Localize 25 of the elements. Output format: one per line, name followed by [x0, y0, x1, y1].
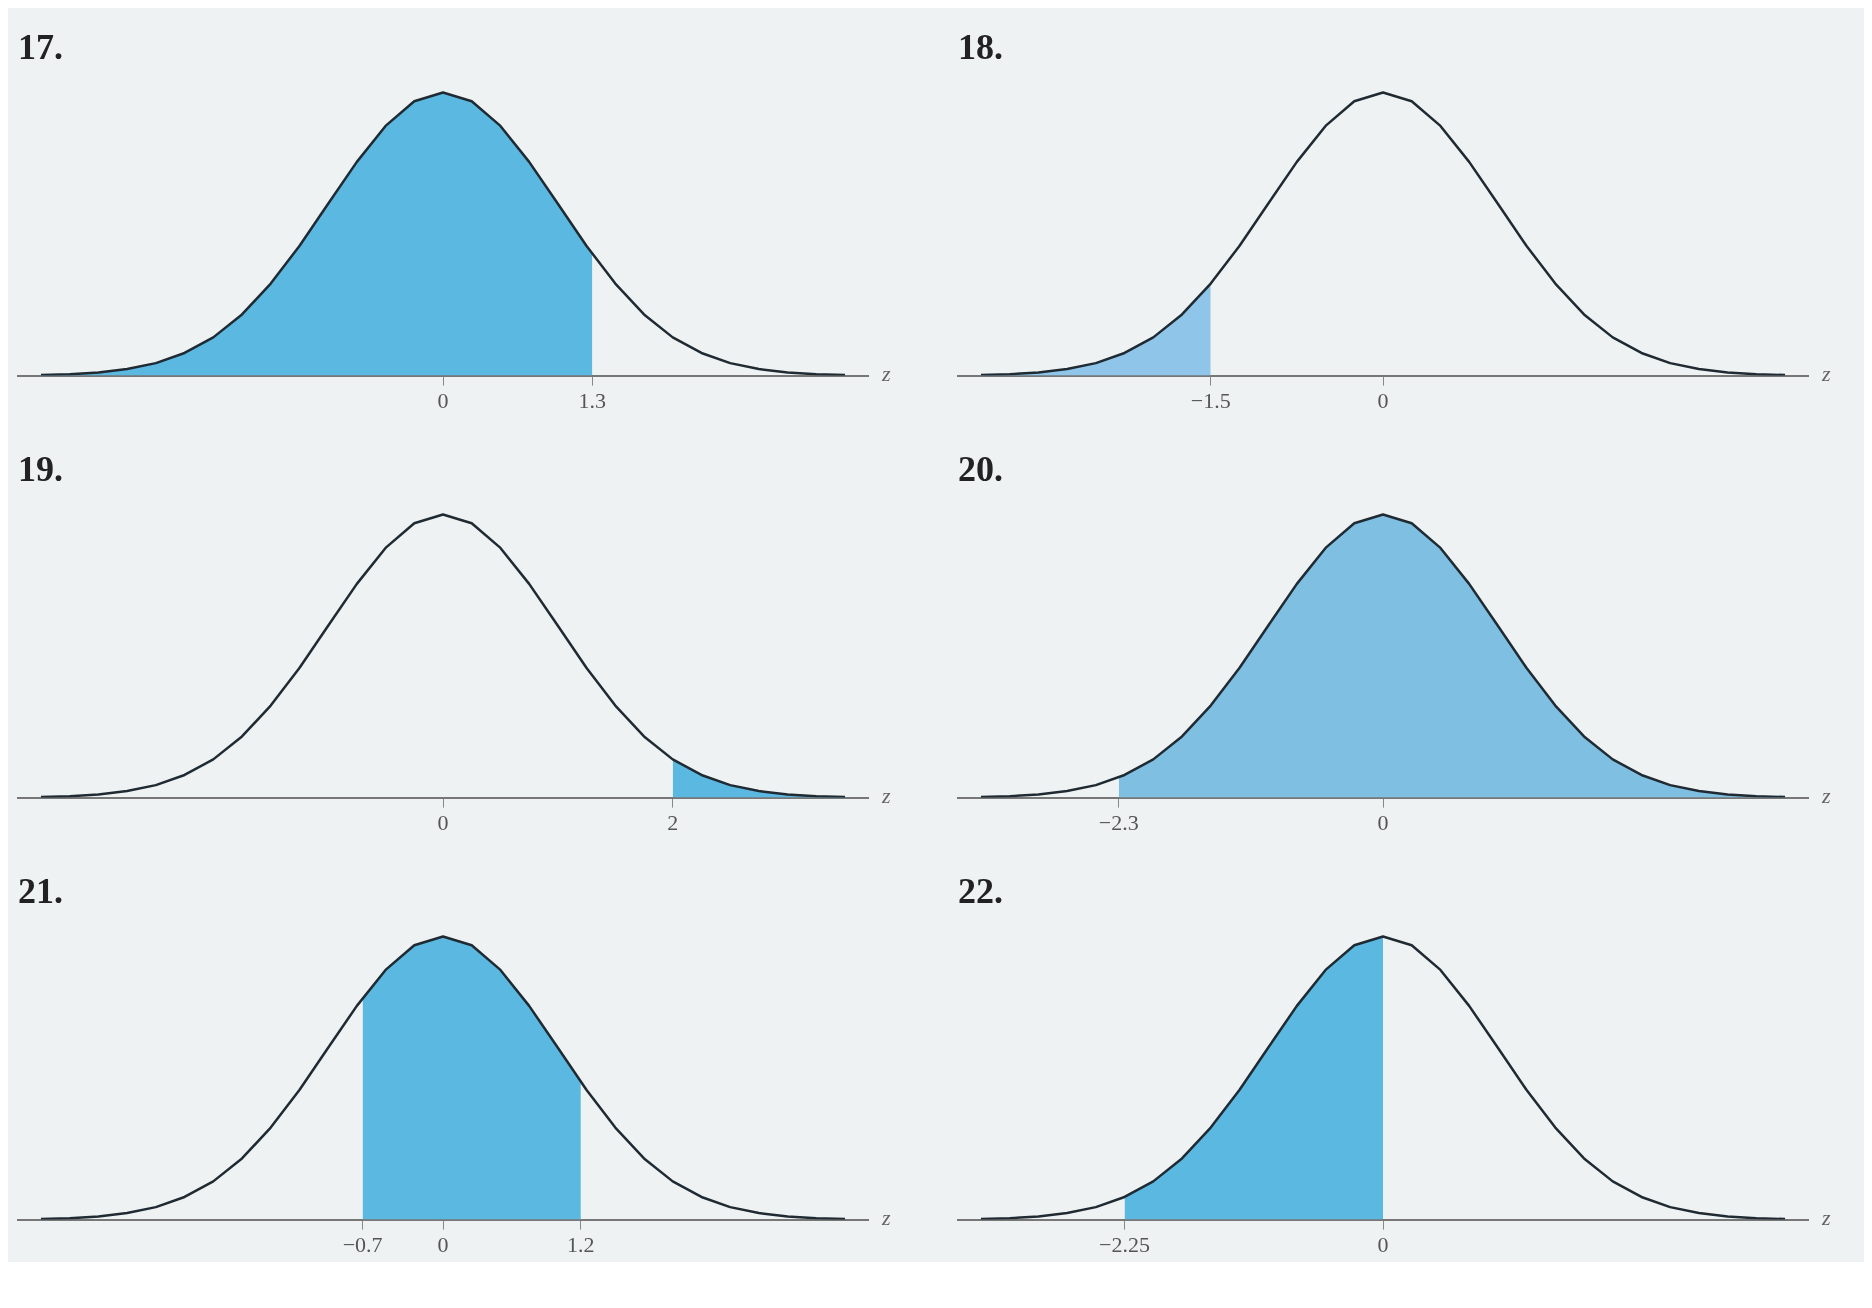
x-tick-label: −2.25 [1099, 1231, 1151, 1257]
x-axis-title: z [1821, 783, 1831, 809]
x-tick-label: −2.3 [1098, 809, 1139, 835]
chart-title: 19. [18, 448, 63, 489]
x-tick-label: 0 [1377, 387, 1389, 413]
x-axis-title: z [1821, 361, 1831, 387]
x-axis-title: z [881, 361, 891, 387]
x-tick-label: 1.2 [567, 1231, 595, 1257]
chart-title: 21. [18, 870, 63, 911]
x-tick-label: 0 [1377, 1231, 1389, 1257]
x-axis-title: z [1821, 1205, 1831, 1231]
x-tick-label: 2 [667, 809, 679, 835]
x-tick-label: −0.7 [342, 1231, 383, 1257]
x-tick-label: −1.5 [1190, 387, 1231, 413]
chart-title: 22. [958, 870, 1003, 911]
chart-title: 17. [18, 26, 63, 67]
x-tick-label: 0 [437, 387, 449, 413]
x-axis-title: z [881, 1205, 891, 1231]
x-tick-label: 0 [1377, 809, 1389, 835]
chart-title: 18. [958, 26, 1003, 67]
x-axis-title: z [881, 783, 891, 809]
x-tick-label: 1.3 [578, 387, 607, 413]
chart-title: 20. [958, 448, 1003, 489]
x-tick-label: 0 [437, 809, 449, 835]
x-tick-label: 0 [437, 1231, 449, 1257]
